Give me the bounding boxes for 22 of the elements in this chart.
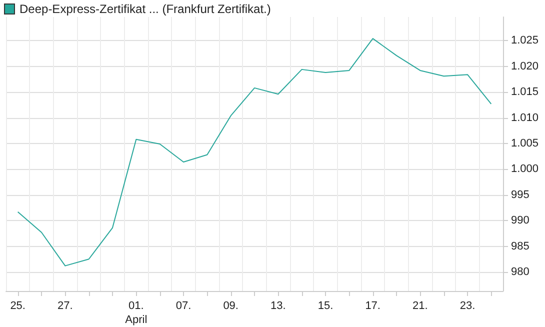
- y-tick-label: 990: [511, 214, 530, 227]
- x-tick-label: 17.: [365, 300, 380, 312]
- x-tick-label: 23.: [460, 300, 476, 312]
- y-tick-label: 1.005: [511, 137, 539, 150]
- x-tick-label: 25.: [10, 300, 26, 312]
- x-tick-label: 27.: [58, 300, 73, 312]
- y-tick-label: 1.010: [511, 112, 539, 124]
- x-tick-label: 01. April: [125, 300, 148, 326]
- y-tick-label: 980: [511, 266, 530, 278]
- y-tick-label: 1.015: [511, 86, 539, 98]
- x-tick-label: 09.: [223, 300, 238, 312]
- legend-label: Deep-Express-Zertifikat ... (Frankfurt Zertifikat.): [20, 2, 271, 16]
- y-tick-label: 995: [511, 188, 530, 201]
- x-tick-label: 07.: [176, 300, 192, 312]
- line-series: [17, 38, 492, 266]
- y-tick-label: 1.000: [511, 163, 539, 176]
- x-tick-label: 21.: [412, 300, 428, 312]
- y-tick-label: 1.025: [511, 34, 539, 47]
- x-tick-label: 15.: [318, 300, 334, 312]
- y-tick-label: 985: [511, 240, 530, 252]
- x-tick-label: 13.: [270, 300, 286, 312]
- y-tick-label: 1.020: [511, 60, 539, 72]
